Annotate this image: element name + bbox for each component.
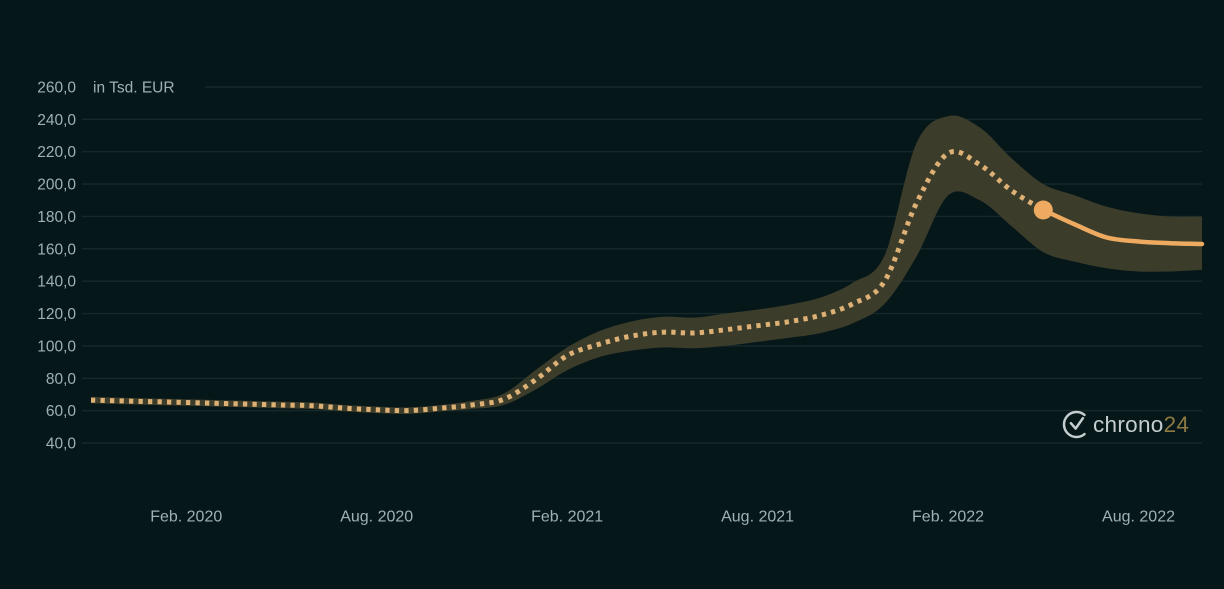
confidence-band-area [91, 115, 1202, 414]
y-tick-label: 60,0 [46, 403, 77, 420]
price-line-forecast [1041, 207, 1205, 247]
y-tick-label: 240,0 [37, 112, 76, 129]
y-tick-label: 260,0 [37, 80, 76, 97]
chrono24-logo: chrono 24 [1062, 409, 1189, 440]
current-price-dot [1033, 200, 1053, 220]
logo-brand-suffix: 24 [1163, 412, 1190, 437]
current-price-marker [1033, 200, 1053, 220]
x-tick-label: Feb. 2022 [912, 509, 984, 526]
gridlines [82, 86, 1202, 444]
x-tick-label: Aug. 2020 [340, 509, 413, 526]
y-tick-label: 120,0 [37, 306, 76, 323]
y-tick-label: 100,0 [37, 338, 76, 355]
price-line-history [90, 149, 1045, 414]
x-tick-label: Feb. 2021 [531, 509, 603, 526]
y-tick-label: 40,0 [46, 436, 77, 453]
x-tick-label: Aug. 2021 [721, 509, 794, 526]
y-tick-label: 220,0 [37, 144, 76, 161]
y-tick-label: 80,0 [46, 371, 77, 388]
price-line-dotted [90, 149, 1045, 414]
y-tick-label: 200,0 [37, 177, 76, 194]
x-axis-labels: Feb. 2020 Aug. 2020 Feb. 2021 Aug. 2021 Feb.… [150, 509, 1175, 526]
price-line-solid [1041, 207, 1205, 247]
confidence-band [91, 115, 1202, 414]
y-axis-unit-label: in Tsd. EUR [93, 80, 175, 97]
x-tick-label: Feb. 2020 [150, 509, 222, 526]
y-tick-label: 180,0 [37, 209, 76, 226]
y-tick-label: 140,0 [37, 274, 76, 291]
y-axis-labels: 260,0 240,0 220,0 200,0 180,0 160,0 140,0 120,0… [37, 80, 76, 453]
logo-brand-text: chrono [1093, 412, 1164, 437]
y-tick-label: 160,0 [37, 241, 76, 258]
chrono24-clock-icon [1062, 410, 1086, 439]
x-tick-label: Aug. 2022 [1102, 509, 1175, 526]
